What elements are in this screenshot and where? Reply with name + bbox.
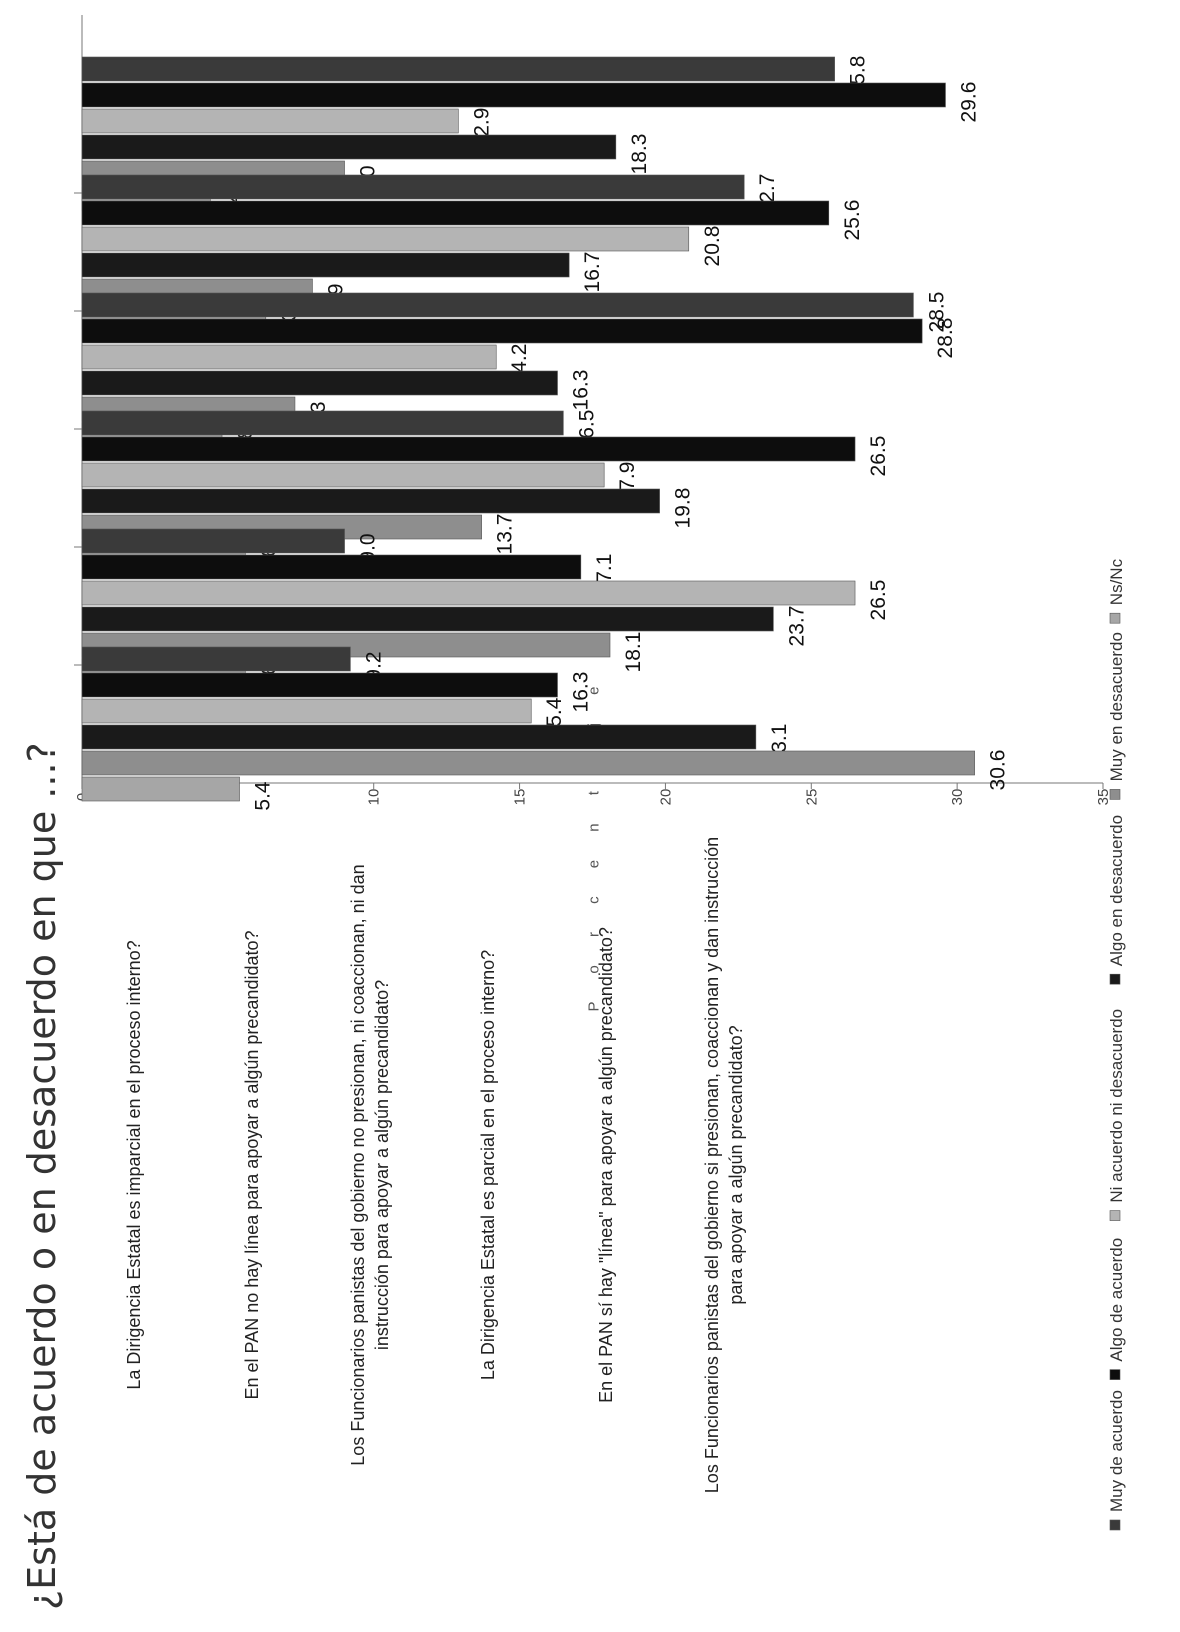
legend-swatch bbox=[1109, 612, 1121, 624]
data-label: 28.8 bbox=[934, 318, 957, 359]
legend-swatch bbox=[1109, 1369, 1121, 1380]
bar bbox=[81, 698, 532, 724]
bar bbox=[81, 606, 774, 632]
data-label: 26.5 bbox=[867, 436, 890, 477]
data-label: 25.6 bbox=[841, 200, 864, 241]
data-label: 16.3 bbox=[569, 370, 592, 411]
legend-label: Algo en desacuerdo bbox=[1107, 815, 1126, 966]
legend-label: Muy en desacuerdo bbox=[1107, 632, 1126, 781]
data-label: 5.4 bbox=[252, 781, 275, 811]
value-tick-label: 15 bbox=[512, 789, 529, 806]
legend-swatch bbox=[1109, 789, 1121, 800]
bar bbox=[81, 108, 459, 134]
data-label: 19.8 bbox=[672, 488, 695, 529]
bar bbox=[81, 174, 745, 200]
data-label: 29.6 bbox=[957, 82, 980, 123]
bar bbox=[81, 56, 835, 82]
data-label: 18.1 bbox=[622, 632, 645, 673]
bar bbox=[81, 672, 558, 698]
legend-swatch bbox=[1109, 1519, 1121, 1531]
category-label: Los Funcionarios panistas del gobierno s… bbox=[702, 837, 722, 1493]
chart-title: ¿Está de acuerdo o en desacuerdo en que … bbox=[20, 742, 64, 1610]
bar bbox=[81, 776, 240, 802]
data-label: 28.5 bbox=[925, 292, 948, 333]
bar bbox=[81, 134, 617, 160]
legend-swatch bbox=[1109, 973, 1121, 985]
data-label: 13.7 bbox=[494, 514, 517, 555]
bar bbox=[81, 436, 856, 462]
category-label: instrucción para apoyar a algún precandi… bbox=[372, 980, 392, 1350]
category-label: Los Funcionarios panistas del gobierno n… bbox=[348, 864, 368, 1465]
bar bbox=[81, 226, 690, 252]
bar bbox=[81, 554, 582, 580]
data-label: 23.7 bbox=[785, 606, 808, 647]
data-label: 16.3 bbox=[569, 672, 592, 713]
legend-label: Algo de acuerdo bbox=[1107, 1238, 1126, 1362]
bar bbox=[81, 252, 570, 278]
data-label: 16.7 bbox=[581, 252, 604, 293]
bar bbox=[81, 344, 497, 370]
bar bbox=[81, 750, 975, 776]
bar bbox=[81, 488, 660, 514]
legend-label: Ni acuerdo ni desacuerdo bbox=[1107, 1009, 1126, 1203]
value-tick-label: 35 bbox=[1095, 789, 1112, 806]
value-tick-label: 10 bbox=[366, 789, 383, 806]
legend-label: Ns/Nc bbox=[1107, 558, 1126, 605]
data-label: 30.6 bbox=[987, 750, 1010, 791]
legend-label: Muy de acuerdo bbox=[1107, 1390, 1126, 1512]
bar bbox=[81, 410, 564, 436]
bar bbox=[81, 292, 914, 318]
bar bbox=[81, 528, 345, 554]
category-label: En el PAN no hay línea para apoyar a alg… bbox=[242, 931, 262, 1400]
category-label: para apoyar a algún precandidato? bbox=[726, 1025, 746, 1304]
bar bbox=[81, 318, 923, 344]
bar bbox=[81, 724, 757, 750]
bar bbox=[81, 82, 946, 108]
value-tick-label: 25 bbox=[803, 789, 820, 806]
category-label: En el PAN sí hay "línea" para apoyar a a… bbox=[596, 927, 616, 1403]
category-label: La Dirigencia Estatal es parcial en el p… bbox=[478, 950, 498, 1380]
bar bbox=[81, 646, 351, 672]
bar bbox=[81, 462, 605, 488]
value-tick-label: 30 bbox=[949, 789, 966, 806]
data-label: 18.3 bbox=[628, 134, 651, 175]
value-tick-label: 20 bbox=[657, 789, 674, 806]
data-label: 26.5 bbox=[867, 580, 890, 621]
bar bbox=[81, 370, 558, 396]
bar bbox=[81, 580, 856, 606]
bar bbox=[81, 200, 830, 226]
category-label: La Dirigencia Estatal es imparcial en el… bbox=[124, 940, 144, 1389]
data-label: 20.8 bbox=[701, 226, 724, 267]
legend-swatch bbox=[1109, 1210, 1121, 1221]
